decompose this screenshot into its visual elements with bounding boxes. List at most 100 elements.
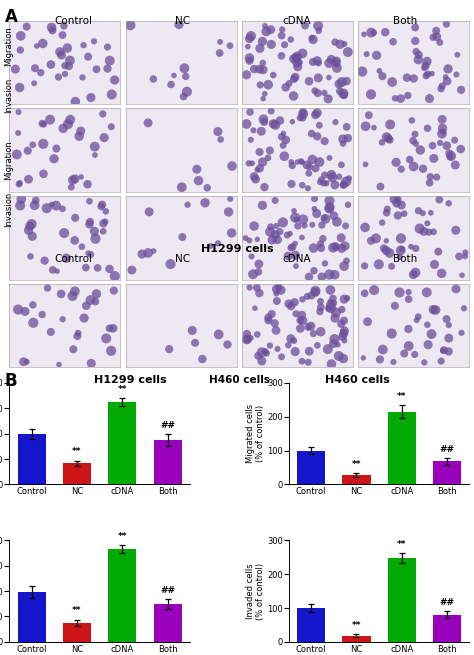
Point <box>317 302 325 312</box>
Text: **: ** <box>118 532 127 541</box>
Point <box>214 126 222 137</box>
Point <box>269 70 277 81</box>
Point <box>372 233 380 244</box>
Point <box>392 157 400 168</box>
Point <box>330 298 337 309</box>
Point <box>216 48 223 58</box>
Point <box>321 258 329 269</box>
Point <box>315 58 322 68</box>
Point <box>308 33 316 43</box>
Bar <box>108 549 137 642</box>
Point <box>30 78 38 88</box>
Point <box>287 242 295 253</box>
Point <box>433 31 441 42</box>
Point <box>259 36 266 47</box>
Text: H1299 cells: H1299 cells <box>201 244 273 254</box>
Point <box>268 234 276 245</box>
Point <box>228 228 236 238</box>
Point <box>311 286 319 296</box>
Point <box>38 119 46 129</box>
Point <box>87 250 95 260</box>
Point <box>243 334 251 345</box>
Point <box>267 39 275 50</box>
Point <box>412 138 419 149</box>
Point <box>250 172 258 182</box>
Point <box>299 107 307 117</box>
Point <box>343 122 350 132</box>
Point <box>56 47 64 57</box>
Point <box>246 53 253 64</box>
Point <box>259 157 266 167</box>
Point <box>318 174 325 185</box>
Point <box>110 286 118 296</box>
Bar <box>388 411 416 485</box>
Bar <box>154 440 182 485</box>
Point <box>214 238 222 249</box>
Point <box>24 145 32 156</box>
Point <box>316 120 323 130</box>
Point <box>293 51 301 62</box>
Point <box>321 170 328 180</box>
Point <box>249 269 257 280</box>
Point <box>287 301 295 311</box>
Point <box>343 293 351 303</box>
Point <box>31 200 38 210</box>
Point <box>138 249 146 259</box>
Point <box>391 93 399 103</box>
Point <box>411 129 419 140</box>
Point <box>331 37 339 47</box>
Point <box>59 204 66 214</box>
Text: Both: Both <box>393 254 418 264</box>
Point <box>298 157 306 168</box>
Point <box>378 137 386 147</box>
Point <box>364 316 371 327</box>
Point <box>47 327 55 337</box>
Point <box>299 294 306 305</box>
Point <box>388 77 396 87</box>
Point <box>343 255 350 266</box>
Point <box>278 30 285 41</box>
Point <box>324 94 332 104</box>
Bar <box>297 608 325 642</box>
Point <box>78 242 86 252</box>
Point <box>340 294 348 305</box>
Point <box>57 289 65 299</box>
Point <box>424 320 431 330</box>
Point <box>288 160 296 171</box>
Point <box>106 323 113 333</box>
Point <box>296 113 304 123</box>
Point <box>326 153 333 163</box>
Point <box>339 134 346 144</box>
Point <box>427 208 435 218</box>
Point <box>339 138 347 149</box>
Point <box>66 55 74 66</box>
Point <box>150 246 157 256</box>
Point <box>452 284 460 294</box>
Point <box>423 287 430 297</box>
Point <box>251 303 259 314</box>
Point <box>285 78 293 88</box>
Point <box>337 319 345 329</box>
Point <box>294 157 301 167</box>
Point <box>332 241 339 252</box>
Point <box>362 121 369 132</box>
Point <box>341 39 348 49</box>
Bar <box>342 636 371 642</box>
Point <box>226 41 234 51</box>
Point <box>303 160 311 170</box>
Point <box>165 344 173 354</box>
Point <box>170 70 178 81</box>
Point <box>64 119 72 129</box>
Point <box>18 194 25 204</box>
Point <box>256 163 264 174</box>
Point <box>248 158 256 168</box>
Point <box>128 265 136 275</box>
Point <box>324 344 332 354</box>
Point <box>292 212 299 223</box>
Point <box>314 73 322 83</box>
Point <box>338 305 346 315</box>
Point <box>337 160 345 170</box>
Point <box>309 57 317 67</box>
Point <box>296 315 304 326</box>
Text: H1299 cells: H1299 cells <box>94 375 167 384</box>
